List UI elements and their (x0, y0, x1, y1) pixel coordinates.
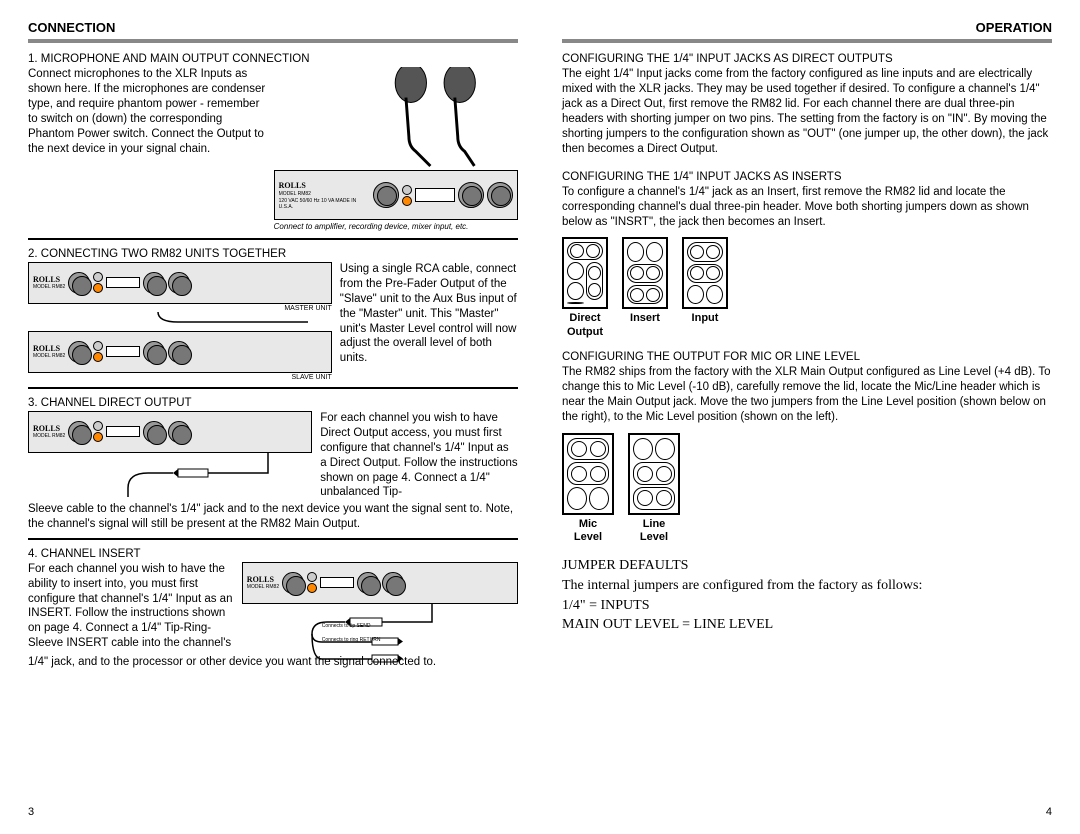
defaults-line3: MAIN OUT LEVEL = LINE LEVEL (562, 615, 1052, 635)
defaults-line2: 1/4" = INPUTS (562, 596, 1052, 616)
power-label: 120 VAC 50/60 Hz 10 VA MADE IN U.S.A. (279, 198, 370, 210)
sec4-content: For each channel you wish to have the ab… (28, 562, 518, 699)
dip-switch (415, 188, 455, 202)
jumper-insert: Insert (622, 237, 668, 338)
r-sec1-title: CONFIGURING THE 1/4" INPUT JACKS AS DIRE… (562, 53, 1052, 65)
jumper-input: Input (682, 237, 728, 338)
jumper-line: Line Level (628, 433, 680, 544)
ts-cable (28, 453, 312, 497)
sec2-body: Using a single RCA cable, connect from t… (340, 262, 518, 367)
r-sec3-title: CONFIGURING THE OUTPUT FOR MIC OR LINE L… (562, 351, 1052, 363)
xlr-ch7 (487, 182, 513, 208)
r-sec3-body: The RM82 ships from the factory with the… (562, 365, 1052, 425)
jumper-row-1: Direct Output Insert Input (562, 237, 1052, 338)
jumper-row-2: Mic Level Line Level (562, 433, 1052, 544)
xlr-ch8 (458, 182, 484, 208)
sec4-unit-diagram: ROLLS MODEL RM82 (242, 562, 518, 604)
sec4-body1: For each channel you wish to have the ab… (28, 562, 234, 652)
microphone-illustration (274, 67, 518, 177)
divider-3 (28, 538, 518, 540)
sec4-title: 4. CHANNEL INSERT (28, 548, 518, 560)
connection-cable (28, 312, 332, 326)
master-unit-diagram: ROLLS MODEL RM82 (28, 262, 332, 304)
sec3-body1: For each channel you wish to have Direct… (320, 411, 518, 501)
right-column: OPERATION CONFIGURING THE 1/4" INPUT JAC… (562, 20, 1052, 814)
sec3-title: 3. CHANNEL DIRECT OUTPUT (28, 397, 518, 409)
sec1-title: 1. MICROPHONE AND MAIN OUTPUT CONNECTION (28, 53, 518, 65)
xlr-main-out (373, 182, 399, 208)
return-label: Connects to ring RETURN (322, 637, 598, 643)
defaults-title: JUMPER DEFAULTS (562, 558, 1052, 574)
page-num-right: 4 (1046, 806, 1052, 818)
left-column: CONNECTION 1. MICROPHONE AND MAIN OUTPUT… (28, 20, 518, 814)
r-sec1-body: The eight 1/4" Input jacks come from the… (562, 67, 1052, 157)
r-sec2-body: To configure a channel's 1/4" jack as an… (562, 185, 1052, 230)
divider-2 (28, 387, 518, 389)
sec1-caption: Connect to amplifier, recording device, … (274, 223, 518, 232)
master-label: MASTER UNIT (28, 305, 332, 312)
sec1-diagram: ROLLS MODEL RM82 120 VAC 50/60 Hz 10 VA … (274, 67, 518, 232)
slave-unit-diagram: ROLLS MODEL RM82 (28, 331, 332, 373)
operation-header: OPERATION (562, 20, 1052, 43)
sec2-title: 2. CONNECTING TWO RM82 UNITS TOGETHER (28, 248, 518, 260)
defaults-line1: The internal jumpers are configured from… (562, 576, 1052, 596)
jumper-direct: Direct Output (562, 237, 608, 338)
connection-header: CONNECTION (28, 20, 518, 43)
divider-1 (28, 238, 518, 240)
aux-jack (402, 196, 412, 206)
rolls-logo: ROLLS (279, 181, 370, 190)
sec1-body: Connect microphones to the XLR Inputs as… (28, 67, 266, 157)
model-label: MODEL RM82 (279, 191, 370, 197)
jumper-mic: Mic Level (562, 433, 614, 544)
sec2-content: ROLLS MODEL RM82 MASTER UNIT ROLLS (28, 262, 518, 381)
sec3-body2: Sleeve cable to the channel's 1/4" jack … (28, 502, 518, 532)
sec1-content: Connect microphones to the XLR Inputs as… (28, 67, 518, 232)
prefade-jack (402, 185, 412, 195)
sec3-unit-diagram: ROLLS MODEL RM82 (28, 411, 312, 453)
send-label: Connects to tip SEND (322, 623, 598, 629)
r-sec2-title: CONFIGURING THE 1/4" INPUT JACKS AS INSE… (562, 171, 1052, 183)
slave-label: SLAVE UNIT (28, 374, 332, 381)
unit-diagram-1: ROLLS MODEL RM82 120 VAC 50/60 Hz 10 VA … (274, 170, 518, 220)
sec3-content: ROLLS MODEL RM82 For each channel you w (28, 411, 518, 502)
page-num-left: 3 (28, 806, 34, 818)
